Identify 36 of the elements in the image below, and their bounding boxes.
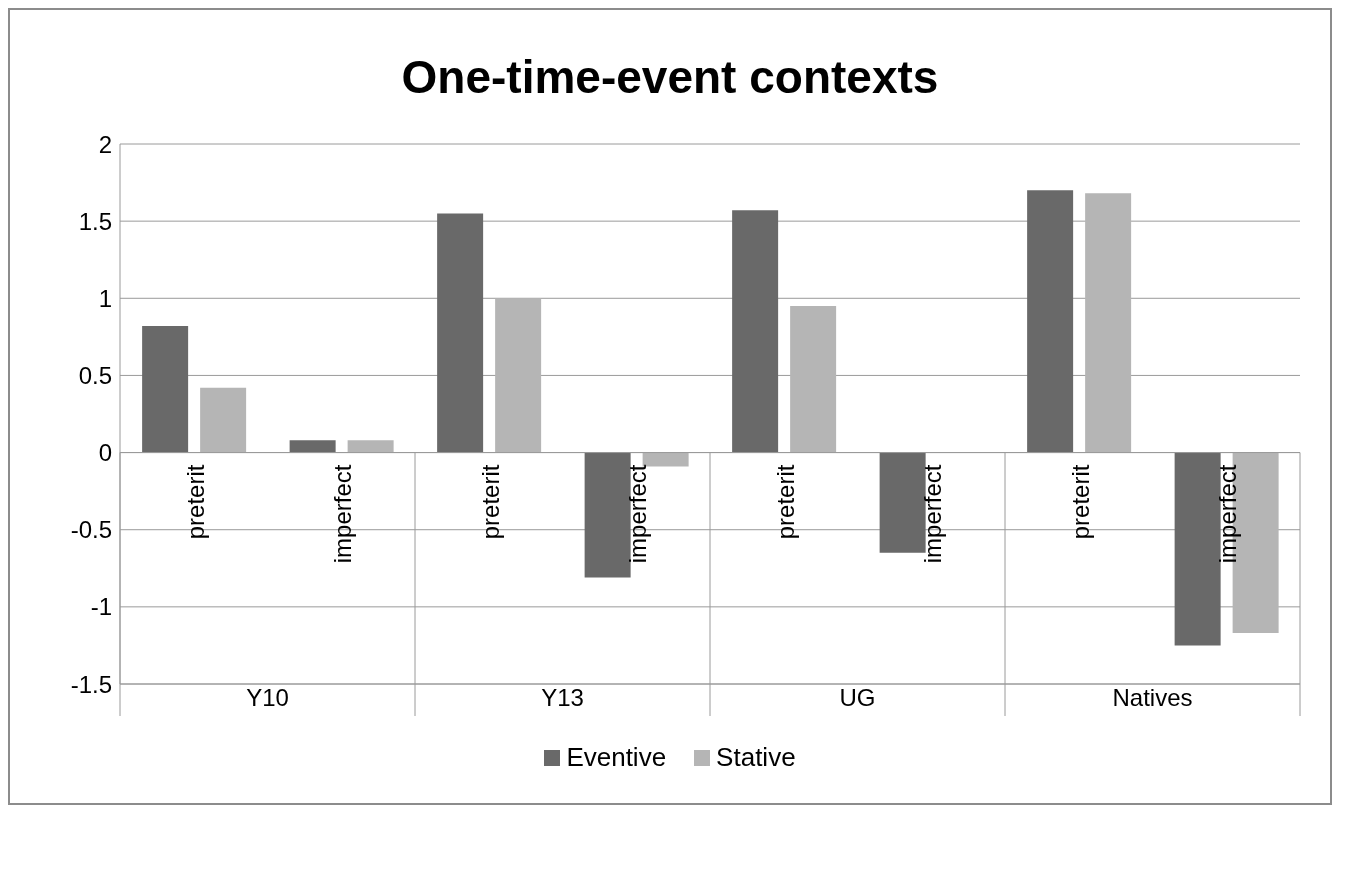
bar [495, 298, 542, 453]
annotation: UG [839, 684, 876, 711]
y-tick-label: 0.5 [78, 361, 112, 389]
legend-label: Eventive [565, 742, 667, 773]
x-tick-label: preterit [771, 464, 799, 540]
bar [437, 213, 484, 453]
bar [879, 452, 926, 553]
x-tick-label: imperfect [329, 464, 357, 564]
legend-label: Stative [715, 742, 796, 773]
y-tick-label: -0.5 [70, 516, 112, 544]
y-tick-label: 0 [98, 439, 112, 467]
bar [584, 452, 631, 578]
bar [1027, 190, 1074, 453]
y-tick-label: -1 [90, 593, 112, 621]
y-tick-label: 1.5 [78, 207, 112, 235]
bar [1085, 193, 1132, 453]
annotation: Y10 [246, 684, 289, 711]
bar [142, 326, 189, 453]
bar [790, 306, 837, 453]
bar [347, 440, 394, 453]
chart-title: One-time-event contexts [400, 50, 940, 104]
bar [732, 210, 779, 453]
annotation: Natives [1112, 684, 1193, 711]
x-tick-label: preterit [476, 464, 504, 540]
x-tick-label: preterit [181, 464, 209, 540]
bar [1174, 452, 1221, 646]
x-tick-label: preterit [1066, 464, 1094, 540]
bar [200, 387, 247, 453]
x-tick-label: imperfect [919, 464, 947, 564]
annotation: Y13 [541, 684, 584, 711]
bar [289, 440, 336, 453]
y-tick-label: -1.5 [70, 670, 112, 698]
x-tick-label: imperfect [1214, 464, 1242, 564]
x-tick-label: imperfect [624, 464, 652, 564]
y-tick-label: 2 [98, 130, 112, 158]
y-tick-label: 1 [98, 284, 112, 312]
